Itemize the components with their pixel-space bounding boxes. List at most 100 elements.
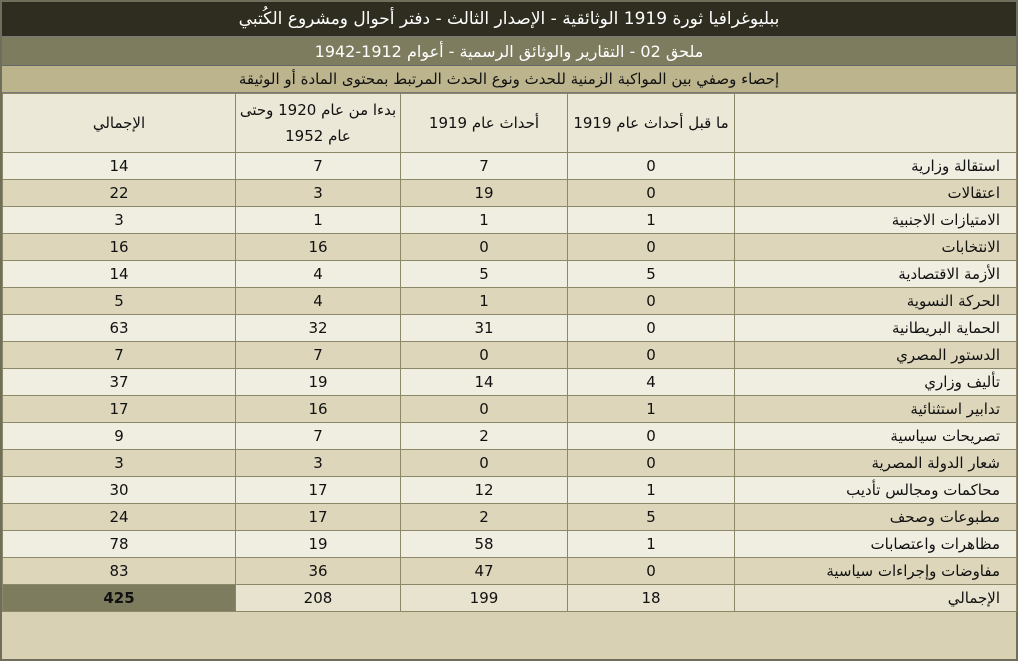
cell-post-1920: 3	[235, 449, 401, 477]
cell-post-1920: 7	[235, 152, 401, 180]
cell-category: الحماية البريطانية	[734, 314, 1017, 342]
cell-pre-1919: 0	[567, 233, 735, 261]
cell-post-1920: 16	[235, 395, 401, 423]
cell-total: 3	[2, 449, 236, 477]
cell-category: محاكمات ومجالس تأديب	[734, 476, 1017, 504]
table-row: مفاوضات وإجراءات سياسية 0 47 36 83	[2, 557, 1017, 585]
cell-post-1920: 36	[235, 557, 401, 585]
table-row: اعتقالات 0 19 3 22	[2, 179, 1017, 207]
cell-events-1919: 58	[400, 530, 568, 558]
report-description: إحصاء وصفي بين المواكبة الزمنية للحدث ون…	[2, 66, 1016, 93]
cell-post-1920: 1	[235, 206, 401, 234]
statistics-table: ما قبل أحداث عام 1919 أحداث عام 1919 بدء…	[2, 93, 1017, 612]
table-row: الامتيازات الاجنبية 1 1 1 3	[2, 206, 1017, 234]
cell-events-1919: 2	[400, 503, 568, 531]
cell-category: مفاوضات وإجراءات سياسية	[734, 557, 1017, 585]
report-title: ببليوغرافيا ثورة 1919 الوثائقية - الإصدا…	[2, 2, 1016, 37]
cell-pre-1919: 5	[567, 260, 735, 288]
cell-total: 37	[2, 368, 236, 396]
cell-total: 14	[2, 260, 236, 288]
cell-total: 63	[2, 314, 236, 342]
cell-category: تأليف وزاري	[734, 368, 1017, 396]
cell-category: الدستور المصري	[734, 341, 1017, 369]
cell-events-1919: 0	[400, 395, 568, 423]
cell-pre-1919: 1	[567, 395, 735, 423]
table-row: مظاهرات واعتصابات 1 58 19 78	[2, 530, 1017, 558]
table-row: محاكمات ومجالس تأديب 1 12 17 30	[2, 476, 1017, 504]
table-row: الحركة النسوية 0 1 4 5	[2, 287, 1017, 315]
cell-category: الأزمة الاقتصادية	[734, 260, 1017, 288]
table-row: الدستور المصري 0 0 7 7	[2, 341, 1017, 369]
table-row: مطبوعات وصحف 5 2 17 24	[2, 503, 1017, 531]
cell-events-1919: 7	[400, 152, 568, 180]
table-row: الحماية البريطانية 0 31 32 63	[2, 314, 1017, 342]
cell-pre-1919: 0	[567, 314, 735, 342]
cell-total: 78	[2, 530, 236, 558]
cell-post-1920: 32	[235, 314, 401, 342]
cell-pre-1919: 1	[567, 530, 735, 558]
table-row: تدابير استثنائية 1 0 16 17	[2, 395, 1017, 423]
cell-post-1920: 4	[235, 260, 401, 288]
cell-post-1920: 7	[235, 341, 401, 369]
cell-post-1920: 4	[235, 287, 401, 315]
header-category	[734, 93, 1017, 153]
totals-cell-post-1920: 208	[235, 584, 401, 612]
header-events-1919: أحداث عام 1919	[400, 93, 568, 153]
cell-post-1920: 16	[235, 233, 401, 261]
cell-post-1920: 7	[235, 422, 401, 450]
header-pre-1919: ما قبل أحداث عام 1919	[567, 93, 735, 153]
cell-total: 22	[2, 179, 236, 207]
grand-total-cell: 425	[2, 584, 236, 612]
cell-category: الانتخابات	[734, 233, 1017, 261]
cell-events-1919: 12	[400, 476, 568, 504]
table-row: الأزمة الاقتصادية 5 5 4 14	[2, 260, 1017, 288]
cell-category: تدابير استثنائية	[734, 395, 1017, 423]
totals-cell-events-1919: 199	[400, 584, 568, 612]
cell-category: مطبوعات وصحف	[734, 503, 1017, 531]
report-subtitle: ملحق 02 - التقارير والوثائق الرسمية - أع…	[2, 37, 1016, 66]
cell-category: تصريحات سياسية	[734, 422, 1017, 450]
cell-events-1919: 0	[400, 233, 568, 261]
cell-events-1919: 14	[400, 368, 568, 396]
cell-total: 16	[2, 233, 236, 261]
cell-events-1919: 5	[400, 260, 568, 288]
cell-pre-1919: 0	[567, 179, 735, 207]
table-header-row: ما قبل أحداث عام 1919 أحداث عام 1919 بدء…	[2, 93, 1017, 153]
cell-events-1919: 0	[400, 449, 568, 477]
cell-total: 9	[2, 422, 236, 450]
cell-events-1919: 2	[400, 422, 568, 450]
cell-total: 14	[2, 152, 236, 180]
cell-post-1920: 17	[235, 476, 401, 504]
cell-events-1919: 1	[400, 206, 568, 234]
cell-events-1919: 31	[400, 314, 568, 342]
table-row: استقالة وزارية 0 7 7 14	[2, 152, 1017, 180]
totals-cell-category: الإجمالي	[734, 584, 1017, 612]
table-body: استقالة وزارية 0 7 7 14 اعتقالات 0 19 3 22 الامتيا…	[2, 152, 1017, 612]
cell-post-1920: 17	[235, 503, 401, 531]
cell-pre-1919: 0	[567, 557, 735, 585]
cell-pre-1919: 5	[567, 503, 735, 531]
cell-pre-1919: 4	[567, 368, 735, 396]
cell-category: الحركة النسوية	[734, 287, 1017, 315]
cell-category: استقالة وزارية	[734, 152, 1017, 180]
header-total: الإجمالي	[2, 93, 236, 153]
cell-category: شعار الدولة المصرية	[734, 449, 1017, 477]
cell-pre-1919: 0	[567, 152, 735, 180]
cell-post-1920: 19	[235, 530, 401, 558]
table-row: شعار الدولة المصرية 0 0 3 3	[2, 449, 1017, 477]
table-row: الانتخابات 0 0 16 16	[2, 233, 1017, 261]
totals-row: الإجمالي 18 199 208 425	[2, 584, 1017, 612]
cell-total: 7	[2, 341, 236, 369]
cell-pre-1919: 0	[567, 422, 735, 450]
cell-events-1919: 19	[400, 179, 568, 207]
cell-category: مظاهرات واعتصابات	[734, 530, 1017, 558]
cell-pre-1919: 1	[567, 476, 735, 504]
cell-post-1920: 3	[235, 179, 401, 207]
cell-total: 30	[2, 476, 236, 504]
cell-events-1919: 47	[400, 557, 568, 585]
cell-events-1919: 1	[400, 287, 568, 315]
cell-pre-1919: 0	[567, 449, 735, 477]
cell-pre-1919: 0	[567, 341, 735, 369]
header-post-1920: بدءا من عام 1920 وحتى عام 1952	[235, 93, 401, 153]
